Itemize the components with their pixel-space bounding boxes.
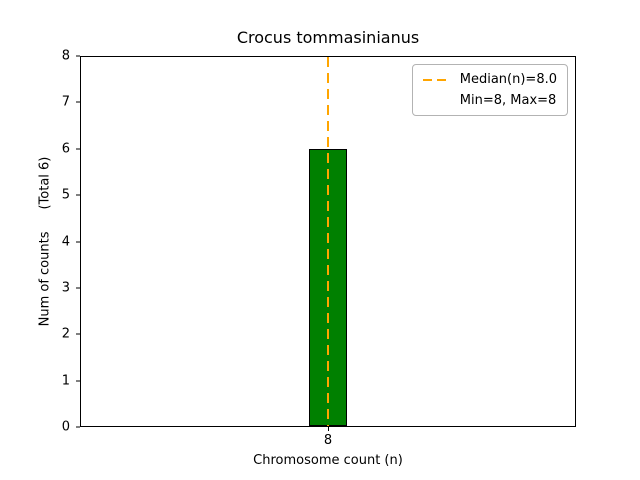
legend-label-minmax: Min=8, Max=8 xyxy=(459,93,557,108)
y-tick-mark xyxy=(76,333,80,335)
plot-area: Median(n)=8.0 Min=8, Max=8 xyxy=(80,56,576,427)
y-tick-label: 4 xyxy=(61,234,70,249)
y-tick-label: 6 xyxy=(61,141,70,157)
y-tick-mark xyxy=(76,148,80,150)
y-tick-mark xyxy=(76,380,80,382)
median-legend-swatch xyxy=(422,78,451,81)
y-tick-label: 5 xyxy=(61,187,70,203)
y-tick-label: 2 xyxy=(61,326,70,342)
y-tick-mark xyxy=(76,287,80,289)
y-tick-label: 8 xyxy=(61,48,70,64)
x-axis-label: Chromosome count (n) xyxy=(253,453,403,468)
y-tick-label: 7 xyxy=(61,94,70,110)
legend: Median(n)=8.0 Min=8, Max=8 xyxy=(411,64,568,116)
y-tick-mark xyxy=(76,101,80,103)
median-line xyxy=(327,57,329,426)
legend-label-median: Median(n)=8.0 xyxy=(459,72,557,87)
chart-title: Crocus tommasinianus xyxy=(236,28,420,47)
y-tick-mark xyxy=(76,426,80,428)
x-tick-label: 8 xyxy=(323,433,333,448)
y-tick-mark xyxy=(76,241,80,242)
legend-entry-median: Median(n)=8.0 xyxy=(422,72,557,87)
y-tick-label: 1 xyxy=(61,373,70,389)
y-axis-ticks: 0 1 2 3 4 5 6 7 8 xyxy=(0,50,80,434)
y-tick-mark xyxy=(76,55,80,57)
x-tick-mark xyxy=(328,427,329,431)
y-tick-label: 3 xyxy=(61,280,70,296)
legend-entry-minmax: Min=8, Max=8 xyxy=(423,93,557,108)
y-tick-mark xyxy=(76,194,80,196)
y-tick-label: 0 xyxy=(61,419,70,435)
